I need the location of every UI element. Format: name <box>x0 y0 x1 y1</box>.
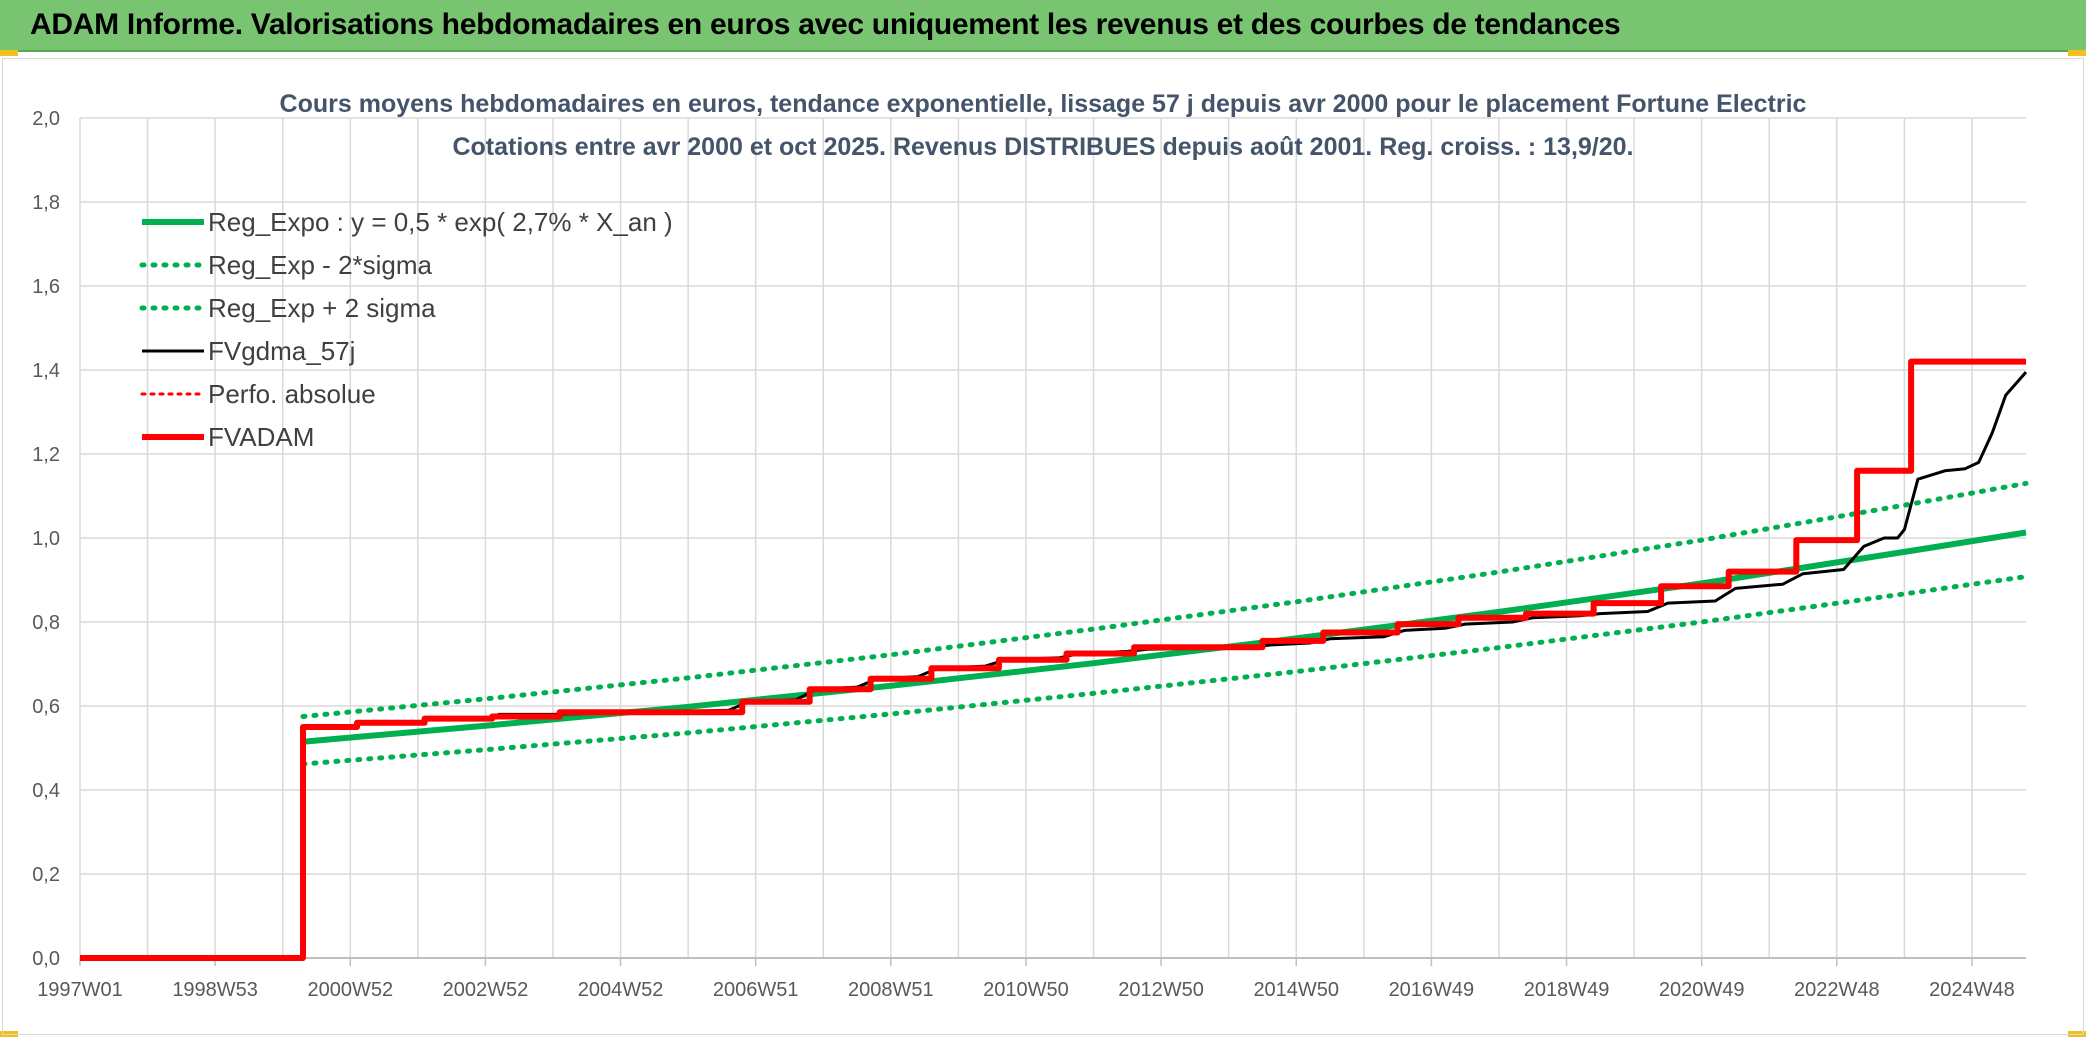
y-tick-label: 1,8 <box>32 192 60 214</box>
y-tick-label: 1,6 <box>32 276 60 298</box>
x-tick-label: 2024W48 <box>1929 979 2015 1001</box>
legend-label-5: Perfo. absolue <box>208 379 376 409</box>
series-line-1 <box>302 529 2027 745</box>
legend-label-4: FVgdma_57j <box>208 336 355 366</box>
series-line-6 <box>80 358 2026 961</box>
chart-legend: Reg_Expo : y = 0,5 * exp( 2,7% * X_an ) R… <box>139 207 673 452</box>
x-tick-label: 2016W49 <box>1389 979 1475 1001</box>
x-tick-label: 2002W52 <box>443 979 529 1001</box>
axes: 0,0 0,2 0,4 0,6 0,8 1,0 1,2 1,4 1,6 1,8 2,0 1997W01… <box>32 108 2026 1001</box>
corner-accent-top-left <box>0 50 18 56</box>
y-tick-label: 0,4 <box>32 780 60 802</box>
y-tick-label: 1,2 <box>32 444 60 466</box>
x-tick-label: 2000W52 <box>307 979 393 1001</box>
x-tick-label: 1997W01 <box>37 979 123 1001</box>
report-banner: ADAM Informe. Valorisations hebdomadaire… <box>0 0 2086 52</box>
report-title: ADAM Informe. Valorisations hebdomadaire… <box>30 8 1621 41</box>
x-tick-label: 2010W50 <box>983 979 1069 1001</box>
y-tick-label: 2,0 <box>32 108 60 130</box>
legend-label-2: Reg_Exp - 2*sigma <box>208 250 433 280</box>
y-tick-label: 0,8 <box>32 612 60 634</box>
x-tick-label: 2020W49 <box>1659 979 1745 1001</box>
legend-label-1: Reg_Expo : y = 0,5 * exp( 2,7% * X_an ) <box>208 207 673 237</box>
x-tick-label: 2018W49 <box>1524 979 1610 1001</box>
y-tick-label: 1,4 <box>32 360 60 382</box>
chart-frame <box>2 58 2084 1035</box>
corner-accent-top-right <box>2068 50 2086 56</box>
legend-label-3: Reg_Exp + 2 sigma <box>208 293 436 323</box>
x-tick-label: 2008W51 <box>848 979 934 1001</box>
y-tick-label: 1,0 <box>32 528 60 550</box>
x-tick-label: 2004W52 <box>578 979 664 1001</box>
series-lines <box>80 358 2029 961</box>
x-tick-label: 2022W48 <box>1794 979 1880 1001</box>
x-tick-label: 1998W53 <box>172 979 258 1001</box>
legend-label-6: FVADAM <box>208 422 314 452</box>
x-tick-label: 2012W50 <box>1118 979 1204 1001</box>
chart-title-line-2: Cotations entre avr 2000 et oct 2025. Re… <box>452 133 1633 161</box>
series-line-2 <box>300 574 2029 767</box>
y-tick-label: 0,6 <box>32 696 60 718</box>
y-tick-label: 0,2 <box>32 864 60 886</box>
chart-title-line-1: Cours moyens hebdomadaires en euros, ten… <box>280 90 1807 118</box>
gridlines <box>79 117 2026 959</box>
x-tick-label: 2006W51 <box>713 979 799 1001</box>
series-line-3 <box>300 480 2029 719</box>
x-tick-label: 2014W50 <box>1253 979 1339 1001</box>
y-tick-label: 0,0 <box>32 948 60 970</box>
